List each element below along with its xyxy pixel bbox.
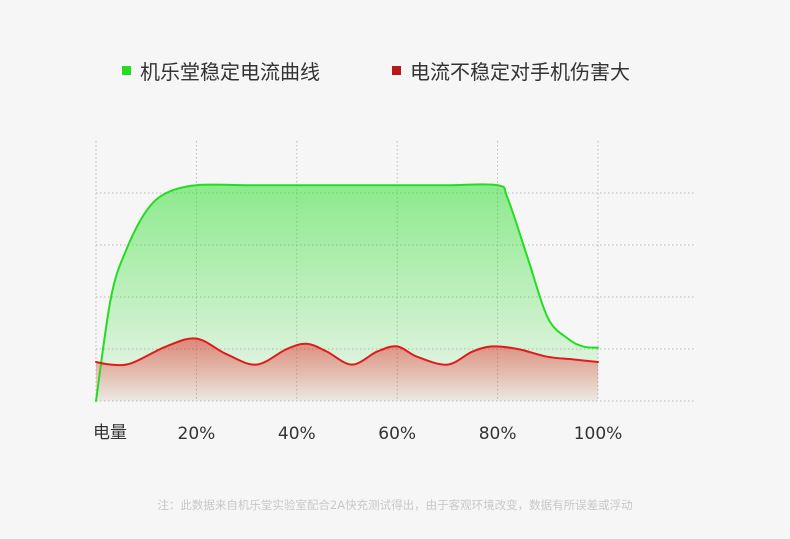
series-area-unstable <box>96 338 598 401</box>
x-axis-title: 电量 <box>93 423 127 443</box>
x-tick-label-3: 60% <box>378 424 416 444</box>
footnote-disclaimer: 注：此数据来自机乐堂实验室配合2A快充测试得出，由于客观环境改变，数据有所误差或… <box>157 498 633 512</box>
legend-item-stable: 机乐堂稳定电流曲线 <box>122 56 320 85</box>
legend-label-stable: 机乐堂稳定电流曲线 <box>140 60 320 84</box>
chart-areas <box>96 184 598 401</box>
legend-swatch-stable <box>122 66 131 75</box>
legend-label-unstable: 电流不稳定对手机伤害大 <box>410 60 630 84</box>
x-tick-label-2: 40% <box>278 424 316 444</box>
x-tick-label-4: 80% <box>479 424 517 444</box>
chart-legend: 机乐堂稳定电流曲线 电流不稳定对手机伤害大 <box>0 56 790 86</box>
legend-swatch-unstable <box>392 66 401 75</box>
series-line-stable <box>95 183 599 402</box>
chart-axis-labels: 电量 20% 40% 60% 80% 100% <box>93 423 622 444</box>
x-tick-label-1: 20% <box>178 424 216 444</box>
x-tick-label-5: 100% <box>574 424 623 444</box>
chart-lines <box>95 183 599 402</box>
series-line-unstable <box>95 337 599 367</box>
legend-item-unstable: 电流不稳定对手机伤害大 <box>392 56 630 85</box>
series-area-stable <box>96 184 598 401</box>
